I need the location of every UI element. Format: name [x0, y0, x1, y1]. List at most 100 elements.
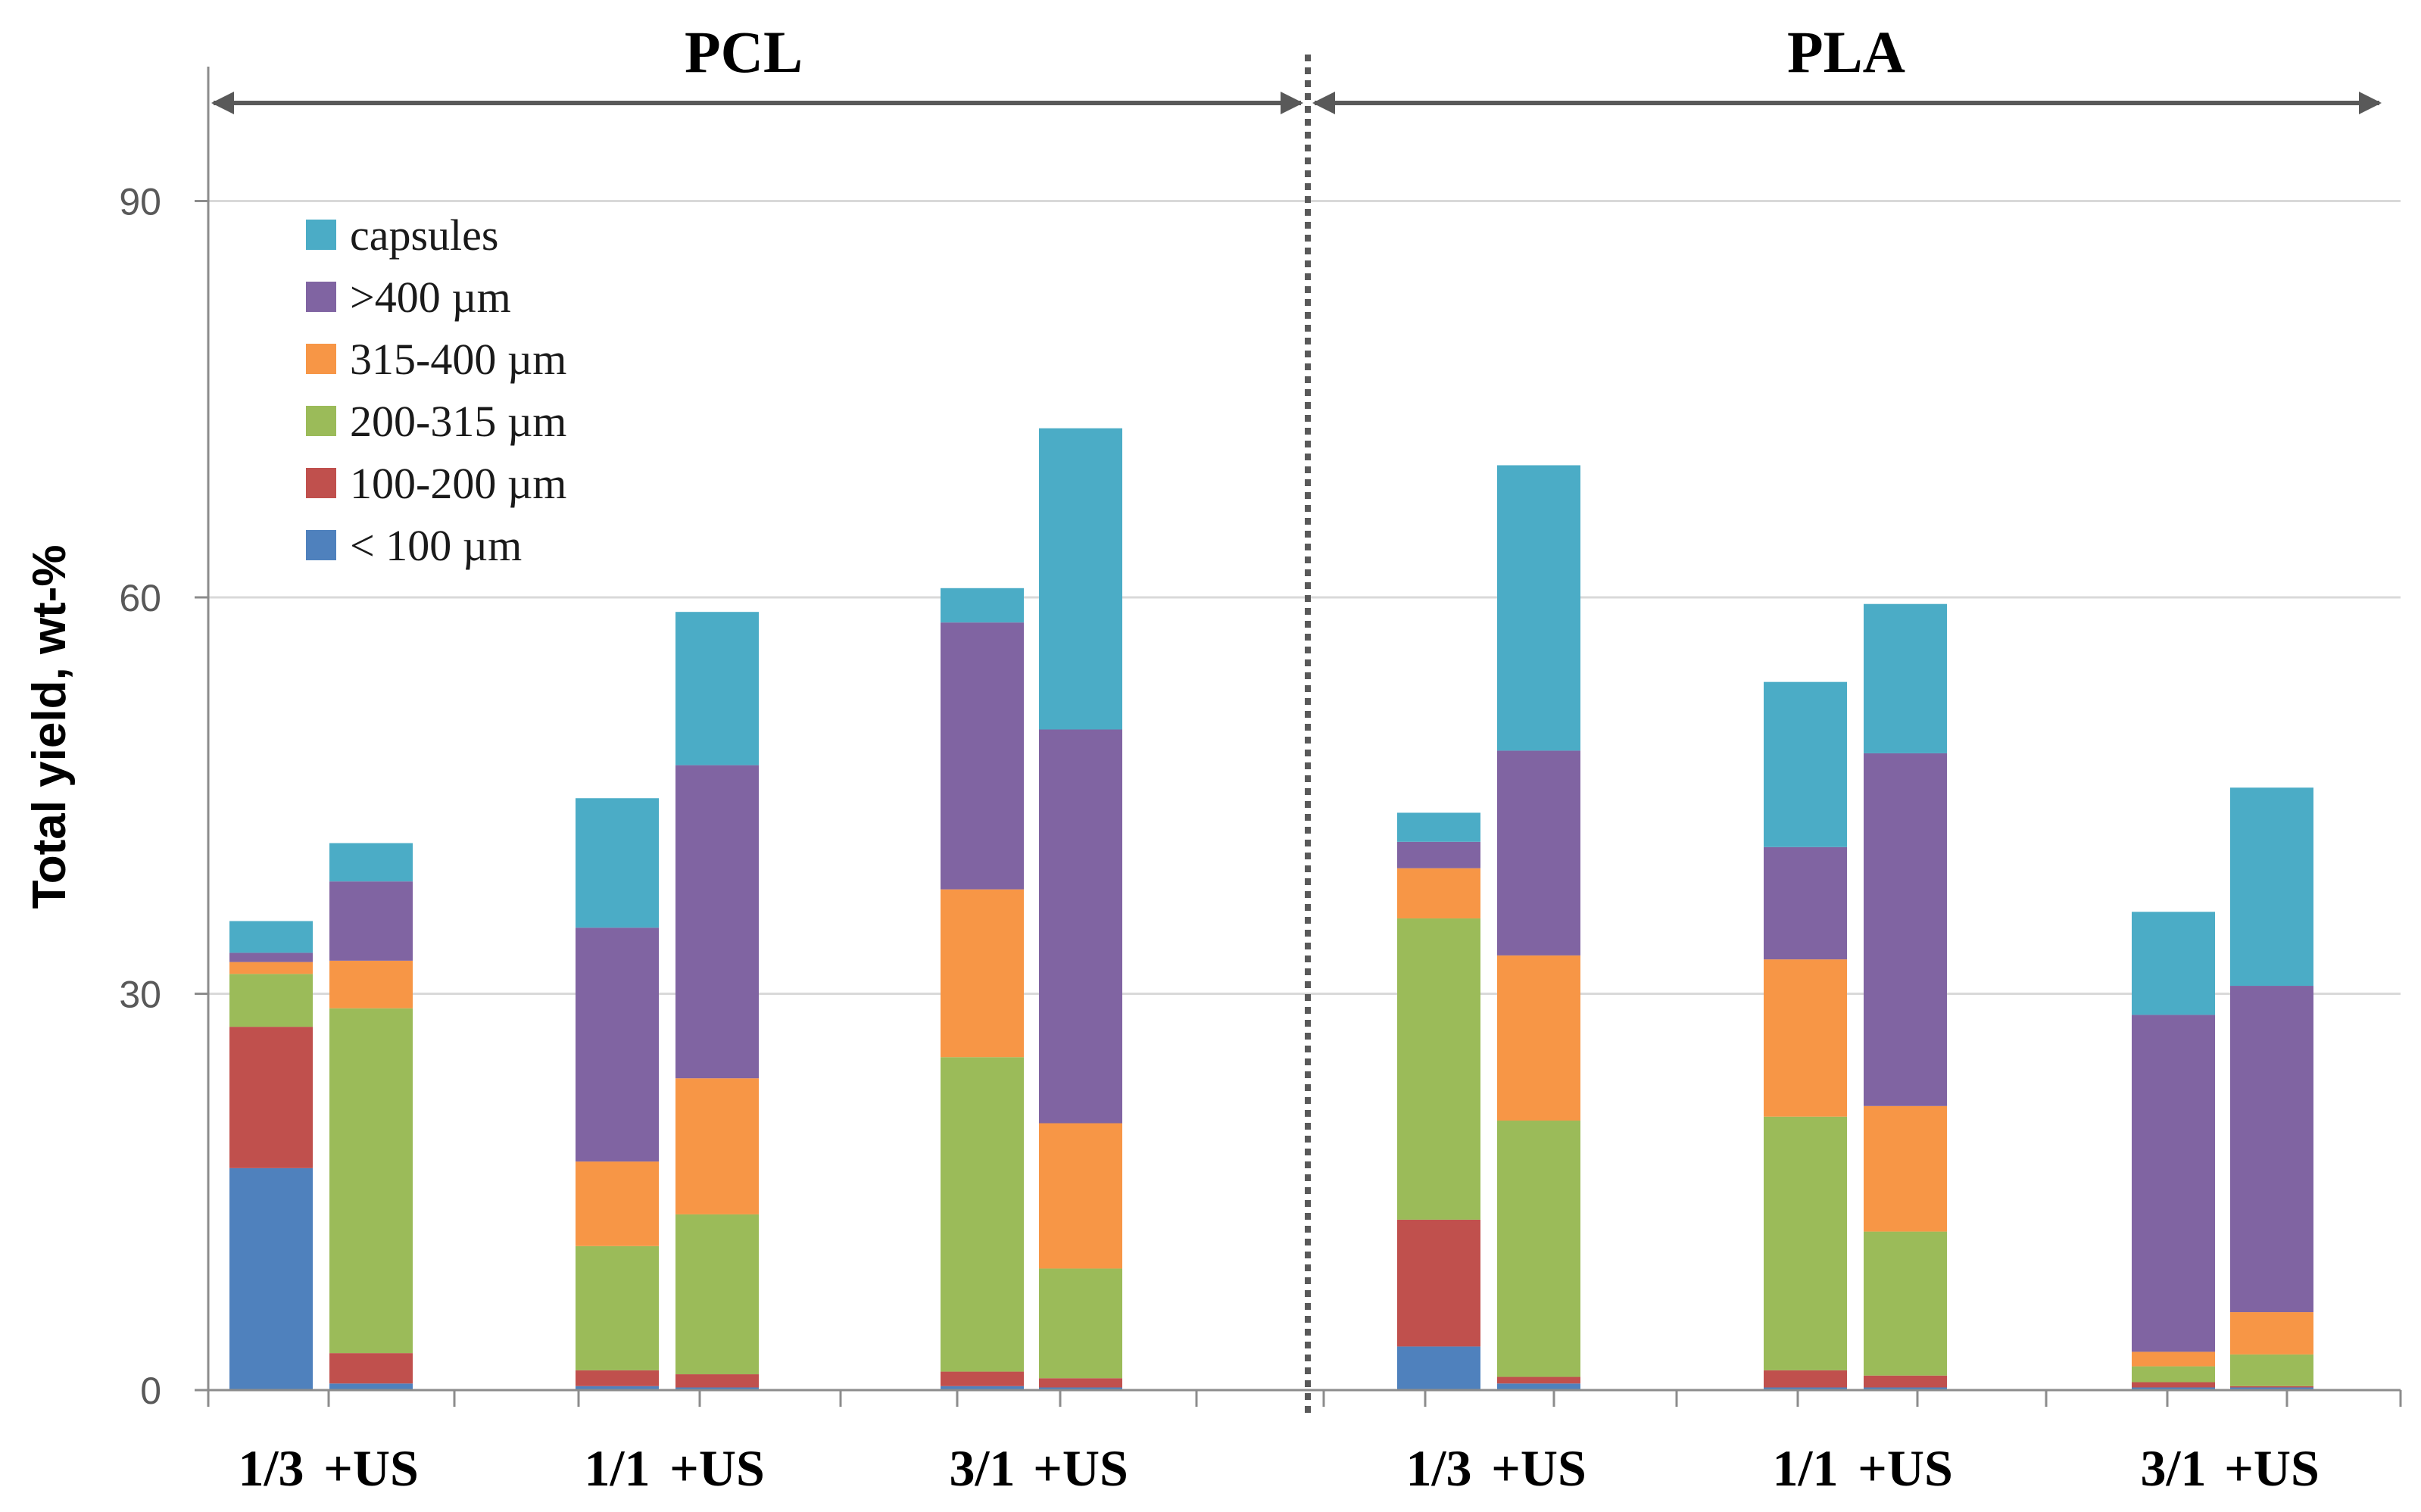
legend-label: 200-315 µm	[350, 397, 566, 446]
bar-segment	[329, 1383, 413, 1390]
legend-label: 315-400 µm	[350, 335, 566, 384]
x-category-label: +US	[1033, 1439, 1128, 1497]
bar-segment	[1039, 1387, 1122, 1390]
bar-segment	[1039, 1123, 1122, 1269]
bar-segment	[941, 588, 1024, 623]
bar-segment	[1864, 1231, 1947, 1376]
y-tick-label: 90	[119, 181, 161, 223]
legend-swatch	[306, 282, 336, 312]
bar-segment	[675, 1374, 759, 1388]
bar-segment	[229, 974, 313, 1027]
bar-segment	[1864, 753, 1947, 1106]
bar-segment	[1397, 1219, 1480, 1347]
x-category-label: 1/1	[585, 1439, 650, 1497]
x-category-label: 1/3	[239, 1439, 304, 1497]
bar-segment	[1497, 1121, 1580, 1377]
bar-segment	[941, 1371, 1024, 1386]
bar-segment	[1764, 1370, 1847, 1388]
legend-swatch	[306, 530, 336, 560]
bar-segment	[1497, 1376, 1580, 1384]
y-tick-labels: 0 30 60 90	[119, 181, 161, 1413]
y-tick-label: 0	[140, 1370, 161, 1412]
bar-segment	[2230, 1354, 2313, 1386]
bar-segment	[1497, 1383, 1580, 1390]
bar-segment	[576, 798, 659, 928]
legend-swatch	[306, 468, 336, 498]
bar-segment	[1039, 1268, 1122, 1379]
y-tick-label: 60	[119, 577, 161, 619]
bar-segment	[1864, 1375, 1947, 1388]
bar-segment	[229, 952, 313, 962]
legend-swatch	[306, 220, 336, 250]
x-category-label: +US	[323, 1439, 419, 1497]
bar-segment	[941, 1386, 1024, 1390]
y-axis-title: Total yield, wt-%	[23, 544, 76, 909]
bar-segment	[2230, 787, 2313, 987]
bar-segment	[329, 960, 413, 1009]
bar-segment	[941, 889, 1024, 1058]
bar-segment	[576, 927, 659, 1162]
bar-segment	[329, 881, 413, 961]
bar-segment	[576, 1370, 659, 1386]
bar-segment	[2230, 1387, 2313, 1390]
x-category-label: 1/3	[1406, 1439, 1472, 1497]
bar-segment	[675, 1078, 759, 1214]
legend-swatch	[306, 406, 336, 436]
gridlines	[195, 200, 2402, 1407]
bar-segment	[675, 1387, 759, 1390]
axes	[207, 67, 2401, 1392]
bar-segment	[1039, 1378, 1122, 1388]
bar-segment	[229, 1168, 313, 1390]
bar-segment	[1864, 1105, 1947, 1232]
bar-segment	[329, 1008, 413, 1354]
bar-segment	[576, 1386, 659, 1390]
bar-segment	[1397, 868, 1480, 919]
x-category-label: +US	[1491, 1439, 1586, 1497]
legend-swatch	[306, 344, 336, 374]
bar-segment	[1039, 729, 1122, 1124]
bar-segment	[1397, 841, 1480, 868]
bar-segment	[1497, 955, 1580, 1121]
bar-segment	[2132, 1366, 2215, 1383]
legend-label: < 100 µm	[350, 521, 522, 570]
bar-segment	[2230, 986, 2313, 1313]
bar-segment	[941, 622, 1024, 890]
bar-segment	[229, 921, 313, 953]
bar-segment	[229, 1027, 313, 1168]
bar-segment	[2132, 1382, 2215, 1388]
x-category-label: +US	[669, 1439, 765, 1497]
bar-segment	[1764, 681, 1847, 847]
bar-segment	[329, 1353, 413, 1384]
bar-segment	[675, 612, 759, 765]
bar-segment	[2132, 1351, 2215, 1367]
bar-segment	[1497, 465, 1580, 751]
bar-segment	[941, 1057, 1024, 1372]
bar-segment	[1497, 750, 1580, 956]
legend-label: >400 µm	[350, 273, 511, 322]
category-labels: 1/3 +US 1/1 +US 3/1 +US 1/3 +US 1/1 +US 3/1 +US	[239, 1439, 2320, 1497]
x-category-label: 3/1	[2141, 1439, 2207, 1497]
y-tick-label: 30	[119, 974, 161, 1016]
bar-segment	[1864, 603, 1947, 753]
legend: capsules >400 µm 315-400 µm 200-315 µm 100-2…	[306, 210, 566, 570]
x-category-label: +US	[2224, 1439, 2320, 1497]
bar-segment	[675, 1214, 759, 1375]
x-category-label: +US	[1858, 1439, 1953, 1497]
bar-segment	[2132, 1015, 2215, 1352]
x-category-label: 1/1	[1773, 1439, 1839, 1497]
bar-segment	[675, 765, 759, 1079]
legend-label: capsules	[350, 210, 499, 260]
x-category-label: 3/1	[950, 1439, 1016, 1497]
bar-segment	[1764, 846, 1847, 960]
group-title-pcl: PCL	[685, 19, 803, 85]
bars	[229, 428, 2313, 1390]
bar-segment	[2230, 1386, 2313, 1388]
bar-segment	[1397, 918, 1480, 1220]
bar-segment	[1397, 1346, 1480, 1390]
group-title-pla: PLA	[1787, 19, 1905, 85]
legend-label: 100-200 µm	[350, 459, 566, 508]
bar-segment	[1397, 812, 1480, 842]
bar-segment	[329, 843, 413, 882]
bar-segment	[2132, 1387, 2215, 1390]
